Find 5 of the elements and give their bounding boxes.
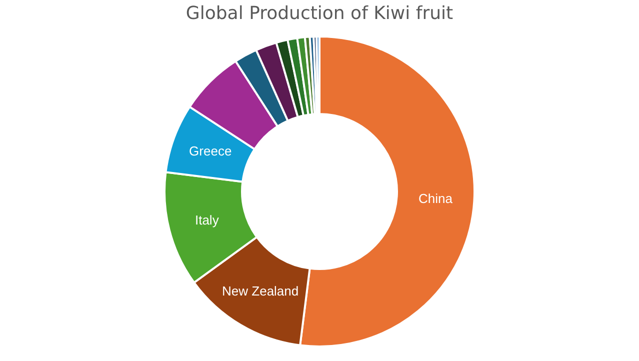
chart-title: Global Production of Kiwi fruit (186, 3, 454, 24)
slice-label: Italy (194, 212, 220, 228)
slice-label: Greece (189, 143, 232, 158)
slice-label: New Zealand (222, 284, 299, 299)
slice-label: China (418, 190, 454, 206)
